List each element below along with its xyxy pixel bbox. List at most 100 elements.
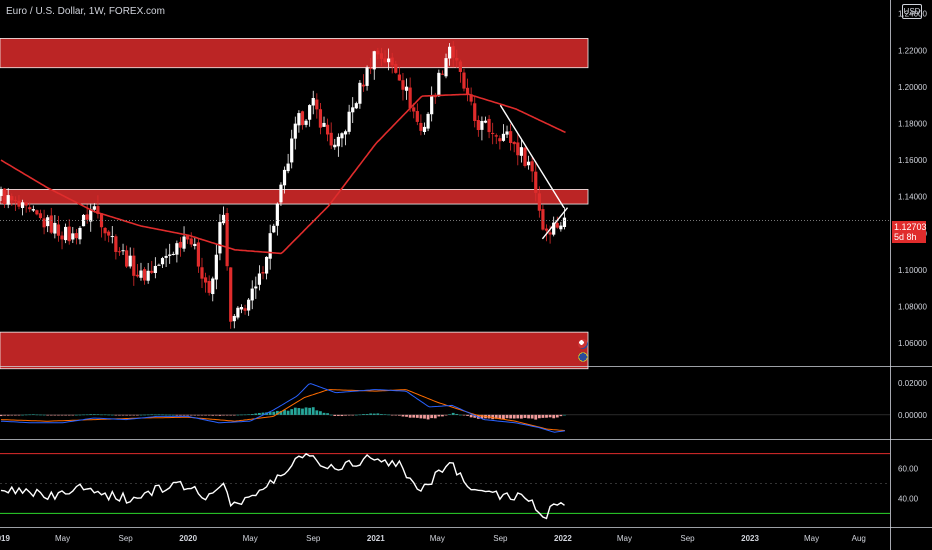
- candle-body: [404, 86, 409, 91]
- candle-body: [415, 111, 419, 122]
- candle-body: [336, 136, 340, 147]
- candle-body: [53, 222, 57, 234]
- macd-histogram-bar: [272, 411, 276, 415]
- macd-histogram-bar: [441, 414, 444, 417]
- macd-histogram-bar: [290, 409, 294, 415]
- candle-body: [132, 255, 136, 276]
- macd-histogram-bar: [512, 414, 516, 419]
- candle-body: [225, 213, 229, 267]
- macd-histogram-bar: [128, 414, 132, 416]
- macd-histogram-bar: [182, 414, 186, 416]
- macd-histogram-bar: [21, 414, 24, 416]
- candle-body: [372, 51, 376, 70]
- macd-histogram-bar: [534, 414, 538, 420]
- candle-body: [200, 267, 204, 279]
- candle-body: [376, 50, 380, 55]
- macd-histogram-bar: [53, 414, 57, 416]
- price-tick-label: 1.18000: [898, 120, 927, 129]
- candle-body: [56, 224, 61, 236]
- price-tick-label: 1.14000: [898, 193, 927, 202]
- macd-histogram-bar: [49, 414, 53, 416]
- macd-histogram-bar: [157, 414, 161, 416]
- candle-body: [275, 203, 279, 226]
- macd-histogram-bar: [71, 414, 75, 416]
- macd-histogram-bar: [17, 414, 21, 416]
- macd-histogram-bar: [322, 412, 326, 415]
- macd-histogram-bar: [132, 414, 136, 416]
- candle-body: [505, 131, 509, 135]
- macd-histogram-bar: [161, 414, 164, 416]
- macd-histogram-bar: [24, 414, 28, 416]
- macd-histogram-bar: [103, 414, 107, 416]
- supply-demand-zones: [0, 38, 589, 370]
- candle-body: [333, 144, 337, 148]
- macd-histogram-bar: [258, 412, 261, 415]
- candle-body: [322, 122, 326, 127]
- candle-body: [186, 234, 190, 240]
- price-tick-label: 1.16000: [898, 156, 927, 165]
- macd-histogram-bar: [523, 414, 527, 418]
- macd-histogram-bar: [146, 414, 150, 416]
- candle-body: [286, 163, 290, 172]
- candle-body: [451, 46, 455, 58]
- macd-histogram-bar: [153, 414, 157, 416]
- candle-body: [501, 133, 506, 141]
- candle-body: [78, 227, 82, 240]
- candle-body: [268, 233, 272, 259]
- candle-body: [412, 107, 416, 112]
- candle-body: [89, 209, 93, 222]
- macd-line: [0, 383, 566, 433]
- candle-body: [340, 133, 344, 139]
- candle-body: [509, 131, 513, 143]
- macd-histogram-bar: [254, 413, 258, 415]
- candle-body: [304, 120, 308, 125]
- time-tick-label: Sep: [680, 534, 695, 543]
- candle-body: [387, 58, 391, 63]
- macd-histogram-bar: [319, 411, 322, 415]
- macd-histogram-bar: [527, 414, 530, 419]
- macd-histogram-bar: [548, 414, 552, 418]
- macd-histogram-bar: [380, 414, 383, 415]
- candle-body: [203, 277, 208, 283]
- macd-histogram-bar: [358, 414, 362, 416]
- candle-body: [243, 308, 247, 311]
- chart-title: Euro / U.S. Dollar, 1W, FOREX.com: [6, 6, 165, 17]
- candle-body: [390, 57, 394, 66]
- candle-body: [534, 171, 538, 193]
- macd-histogram-bar: [200, 414, 204, 416]
- macd-histogram-bar: [311, 407, 315, 415]
- us-flag-icon[interactable]: [578, 339, 588, 349]
- macd-histogram-bar: [537, 414, 541, 419]
- macd-histogram-bar: [444, 414, 448, 416]
- candle-body: [207, 280, 211, 293]
- macd-histogram-bar: [3, 414, 7, 416]
- macd-histogram-bar: [57, 414, 60, 416]
- eu-flag-icon[interactable]: [578, 352, 588, 362]
- candle-body: [99, 213, 104, 228]
- macd-histogram-bar: [412, 414, 416, 418]
- macd-histogram-bar: [207, 414, 211, 416]
- time-tick-label: May: [430, 534, 445, 543]
- macd-tick-label: 0.00000: [898, 411, 927, 420]
- candle-body: [491, 132, 495, 134]
- macd-histogram-bar: [6, 414, 10, 416]
- macd-histogram-bar: [315, 410, 319, 415]
- candle-body: [117, 251, 122, 253]
- price-tick-label: 1.10000: [898, 266, 927, 275]
- candle-body: [408, 87, 412, 109]
- time-tick-label: 2020: [179, 534, 197, 543]
- macd-histogram-bar: [135, 414, 139, 416]
- candle-body: [218, 222, 222, 254]
- macd-histogram-bar: [31, 414, 35, 415]
- currency-badge[interactable]: USD: [902, 4, 922, 19]
- candle-body: [318, 109, 323, 128]
- macd-histogram-bar: [473, 414, 477, 418]
- candlestick-series: [0, 41, 567, 329]
- candle-body: [394, 63, 398, 73]
- candle-body: [552, 222, 556, 235]
- candle-body: [455, 57, 459, 61]
- macd-histogram-bar: [143, 414, 146, 416]
- macd-histogram-bar: [125, 414, 129, 416]
- candle-body: [523, 147, 527, 166]
